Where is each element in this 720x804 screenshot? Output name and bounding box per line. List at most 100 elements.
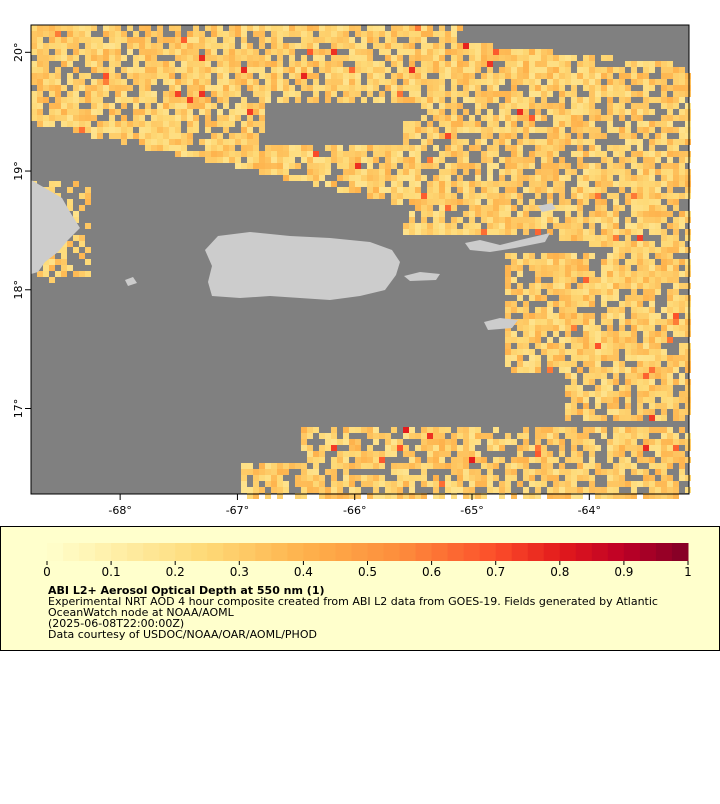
aerosol-cell bbox=[637, 115, 643, 121]
aerosol-cell bbox=[631, 313, 637, 319]
aerosol-cell bbox=[367, 55, 373, 61]
aerosol-cell bbox=[421, 73, 427, 79]
aerosol-cell bbox=[175, 85, 181, 91]
aerosol-cell bbox=[145, 73, 151, 79]
aerosol-cell bbox=[433, 475, 439, 481]
aerosol-cell bbox=[535, 427, 541, 433]
aerosol-cell bbox=[253, 133, 259, 139]
aerosol-cell bbox=[517, 97, 523, 103]
aerosol-cell bbox=[517, 157, 523, 163]
aerosol-cell bbox=[583, 199, 589, 205]
aerosol-cell bbox=[655, 373, 661, 379]
aerosol-cell bbox=[607, 289, 613, 295]
aerosol-cell bbox=[577, 127, 583, 133]
aerosol-cell bbox=[373, 463, 379, 469]
aerosol-cell bbox=[571, 373, 577, 379]
aerosol-cell bbox=[595, 175, 601, 181]
aerosol-cell bbox=[685, 187, 691, 193]
aerosol-cell bbox=[277, 67, 283, 73]
aerosol-cell bbox=[463, 61, 469, 67]
aerosol-cell bbox=[37, 121, 43, 127]
aerosol-cell bbox=[541, 457, 547, 463]
aerosol-cell bbox=[427, 31, 433, 37]
aerosol-cell bbox=[505, 361, 511, 367]
aerosol-cell bbox=[415, 163, 421, 169]
aerosol-cell bbox=[643, 343, 649, 349]
aerosol-cell bbox=[649, 385, 655, 391]
aerosol-cell bbox=[523, 493, 529, 499]
aerosol-cell bbox=[289, 145, 295, 151]
aerosol-cell bbox=[649, 217, 655, 223]
aerosol-cell bbox=[487, 469, 493, 475]
aerosol-cell bbox=[211, 37, 217, 43]
aerosol-cell bbox=[139, 55, 145, 61]
aerosol-cell bbox=[625, 133, 631, 139]
aerosol-cell bbox=[553, 175, 559, 181]
aerosol-cell bbox=[499, 181, 505, 187]
aerosol-cell bbox=[583, 391, 589, 397]
aerosol-cell bbox=[661, 457, 667, 463]
colorbar-tick-label: 0.6 bbox=[422, 565, 441, 579]
aerosol-cell bbox=[451, 433, 457, 439]
aerosol-cell bbox=[667, 361, 673, 367]
aerosol-cell bbox=[271, 463, 277, 469]
aerosol-cell bbox=[253, 121, 259, 127]
aerosol-cell bbox=[577, 451, 583, 457]
aerosol-cell bbox=[481, 481, 487, 487]
aerosol-cell bbox=[625, 199, 631, 205]
aerosol-cell bbox=[73, 67, 79, 73]
aerosol-cell bbox=[673, 283, 679, 289]
aerosol-cell bbox=[139, 73, 145, 79]
aerosol-cell bbox=[91, 67, 97, 73]
aerosol-cell bbox=[451, 193, 457, 199]
aerosol-cell bbox=[535, 331, 541, 337]
aerosol-cell bbox=[571, 205, 577, 211]
aerosol-cell bbox=[481, 181, 487, 187]
aerosol-cell bbox=[211, 157, 217, 163]
aerosol-cell bbox=[565, 169, 571, 175]
aerosol-cell bbox=[313, 61, 319, 67]
aerosol-cell bbox=[685, 169, 691, 175]
aerosol-cell bbox=[523, 457, 529, 463]
aerosol-cell bbox=[421, 145, 427, 151]
aerosol-cell bbox=[601, 331, 607, 337]
aerosol-cell bbox=[439, 133, 445, 139]
aerosol-cell bbox=[427, 91, 433, 97]
aerosol-cell bbox=[559, 109, 565, 115]
aerosol-cell bbox=[583, 325, 589, 331]
aerosol-cell bbox=[361, 97, 367, 103]
aerosol-cell bbox=[433, 439, 439, 445]
aerosol-cell bbox=[475, 169, 481, 175]
aerosol-cell bbox=[319, 61, 325, 67]
aerosol-cell bbox=[499, 493, 505, 499]
aerosol-cell bbox=[667, 241, 673, 247]
aerosol-cell bbox=[37, 103, 43, 109]
aerosol-cell bbox=[421, 475, 427, 481]
aerosol-cell bbox=[241, 481, 247, 487]
aerosol-cell bbox=[619, 157, 625, 163]
aerosol-cell bbox=[457, 55, 463, 61]
aerosol-cell bbox=[415, 229, 421, 235]
aerosol-cell bbox=[517, 145, 523, 151]
aerosol-cell bbox=[397, 25, 403, 31]
aerosol-cell bbox=[259, 487, 265, 493]
aerosol-cell bbox=[655, 271, 661, 277]
aerosol-cell bbox=[589, 367, 595, 373]
aerosol-cell bbox=[673, 301, 679, 307]
aerosol-cell bbox=[151, 145, 157, 151]
aerosol-cell bbox=[73, 79, 79, 85]
aerosol-cell bbox=[409, 169, 415, 175]
aerosol-cell bbox=[373, 85, 379, 91]
aerosol-cell bbox=[661, 73, 667, 79]
aerosol-cell bbox=[175, 109, 181, 115]
aerosol-cell bbox=[91, 127, 97, 133]
aerosol-cell bbox=[685, 319, 691, 325]
aerosol-cell bbox=[361, 457, 367, 463]
aerosol-cell bbox=[355, 169, 361, 175]
aerosol-cell bbox=[55, 43, 61, 49]
aerosol-cell bbox=[397, 493, 403, 499]
aerosol-cell bbox=[223, 31, 229, 37]
aerosol-cell bbox=[409, 37, 415, 43]
aerosol-cell bbox=[643, 457, 649, 463]
aerosol-cell bbox=[529, 361, 535, 367]
